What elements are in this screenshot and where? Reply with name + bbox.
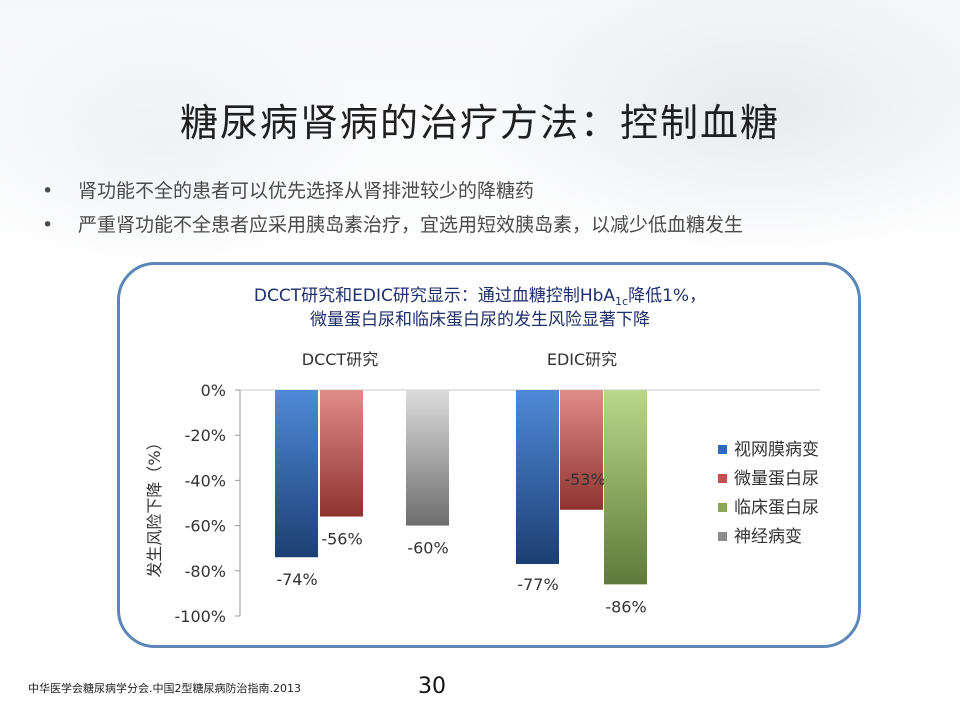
bar xyxy=(604,390,647,585)
legend-label: 微量蛋白尿 xyxy=(734,469,819,489)
category-label: EDIC研究 xyxy=(547,350,617,369)
legend-label: 视网膜病变 xyxy=(734,440,819,460)
data-label: -53% xyxy=(564,470,605,489)
bullet-text: 肾功能不全的患者可以优先选择从肾排泄较少的降糖药 xyxy=(78,180,535,202)
bar xyxy=(516,390,559,565)
data-label: -74% xyxy=(276,570,317,589)
bar xyxy=(560,390,603,510)
y-tick-label: -40% xyxy=(185,471,226,490)
bar xyxy=(406,390,449,526)
bar xyxy=(275,390,318,558)
bar xyxy=(320,390,363,517)
legend-label: 神经病变 xyxy=(734,527,802,547)
category-label: DCCT研究 xyxy=(302,350,378,369)
bullet-item: • 肾功能不全的患者可以优先选择从肾排泄较少的降糖药 xyxy=(36,174,743,208)
footer-reference: 中华医学会糖尿病学分会.中国2型糖尿病防治指南.2013 xyxy=(28,682,301,695)
chart-title-line2: 微量蛋白尿和临床蛋白尿的发生风险显著下降 xyxy=(310,310,650,330)
bullet-dot: • xyxy=(42,180,54,202)
page-number: 30 xyxy=(418,674,446,699)
bullet-dot: • xyxy=(42,214,54,236)
y-axis-label: 发生风险下降（%） xyxy=(145,434,164,577)
data-label: -77% xyxy=(517,575,558,594)
legend-swatch xyxy=(718,503,727,512)
legend-swatch xyxy=(718,532,727,541)
y-tick-label: -20% xyxy=(185,426,226,445)
chart-title-subscript: 1c xyxy=(615,295,628,308)
chart-title-line1: DCCT研究和EDIC研究显示：通过血糖控制HbA1c降低1%， xyxy=(254,286,706,308)
legend-swatch xyxy=(718,445,727,454)
legend-swatch xyxy=(718,474,727,483)
data-label: -60% xyxy=(407,539,448,558)
y-tick-label: 0% xyxy=(201,381,226,400)
bullet-item: • 严重肾功能不全患者应采用胰岛素治疗，宜选用短效胰岛素，以减少低血糖发生 xyxy=(36,208,743,242)
y-tick-label: -100% xyxy=(174,607,226,626)
chart-title-line1-pre: DCCT研究和EDIC研究显示：通过血糖控制HbA xyxy=(254,286,616,306)
y-tick-label: -80% xyxy=(185,562,226,581)
bullet-list: • 肾功能不全的患者可以优先选择从肾排泄较少的降糖药 • 严重肾功能不全患者应采用胰… xyxy=(36,174,743,242)
chart-title-line1-post: 降低1%， xyxy=(628,286,706,306)
chart-frame xyxy=(117,262,861,648)
plot-area: 0% -20% -40% -60% -80% -100% DCCT研究 EDIC研究 -74% -… xyxy=(174,350,820,626)
data-label: -56% xyxy=(321,530,362,549)
data-label: -86% xyxy=(605,597,646,616)
bullet-text: 严重肾功能不全患者应采用胰岛素治疗，宜选用短效胰岛素，以减少低血糖发生 xyxy=(78,214,744,236)
slide-title: 糖尿病肾病的治疗方法：控制血糖 xyxy=(179,101,780,145)
y-tick-label: -60% xyxy=(185,517,226,536)
legend-label: 临床蛋白尿 xyxy=(734,498,819,518)
